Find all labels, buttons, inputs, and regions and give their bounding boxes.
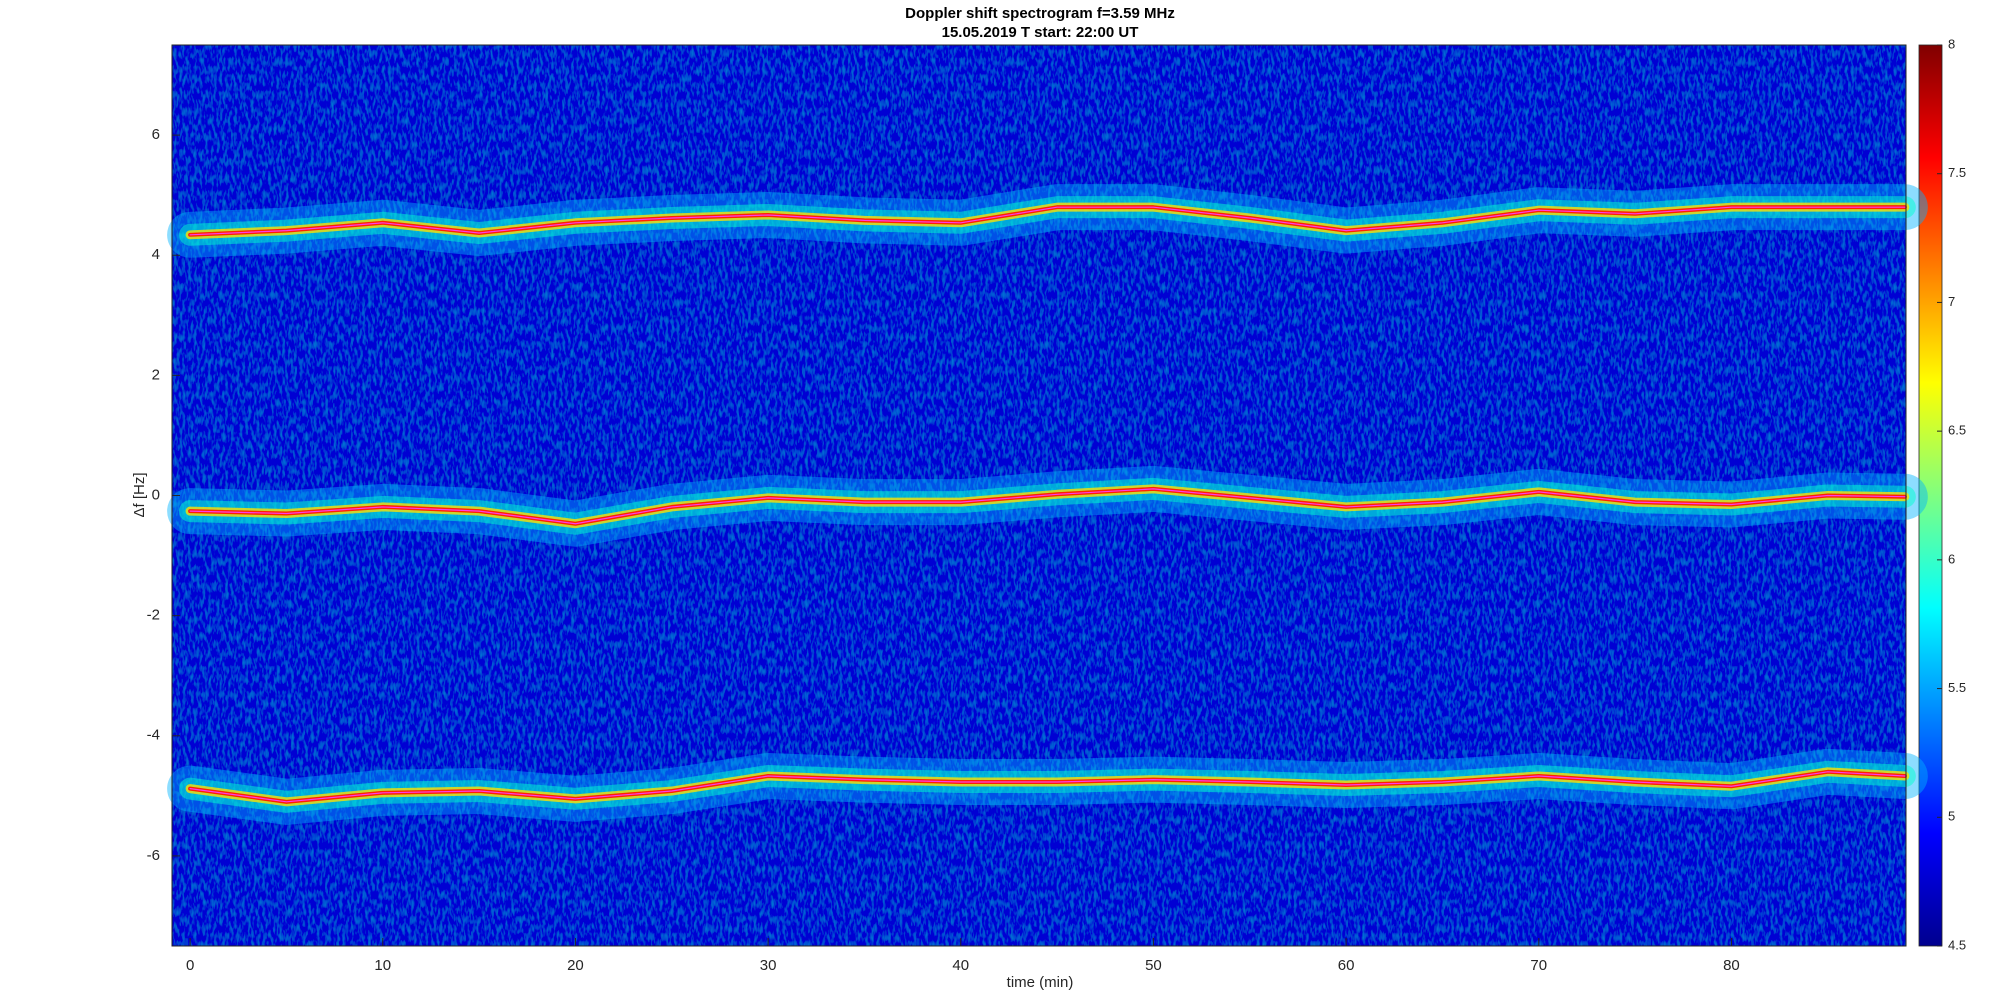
x-tick-label: 50 (1145, 957, 1162, 974)
y-tick-label: 0 (152, 486, 160, 503)
y-axis-label: Δf [Hz] (131, 472, 148, 517)
y-tick-label: 6 (152, 126, 160, 143)
x-axis-label: time (min) (1007, 974, 1074, 991)
colorbar (1918, 44, 1943, 947)
x-tick-label: 60 (1338, 957, 1355, 974)
colorbar-tick-label: 6 (1948, 551, 1955, 566)
colorbar-tick-label: 5.5 (1948, 680, 1966, 695)
x-tick-label: 10 (374, 957, 391, 974)
x-tick-label: 70 (1530, 957, 1547, 974)
y-tick-label: -2 (147, 607, 160, 624)
y-tick-label: -4 (147, 727, 160, 744)
x-tick-label: 40 (952, 957, 969, 974)
x-tick-label: 0 (186, 957, 194, 974)
colorbar-tick-label: 5 (1948, 809, 1955, 824)
trace-overlay (189, 488, 1906, 525)
colorbar-tick-label: 7 (1948, 294, 1955, 309)
x-tick-label: 80 (1723, 957, 1740, 974)
chart-subtitle: 15.05.2019 T start: 22:00 UT (942, 24, 1139, 41)
colorbar-tick-label: 4.5 (1948, 937, 1966, 952)
colorbar-tick-label: 8 (1948, 36, 1955, 51)
trace-overlay (189, 771, 1906, 803)
colorbar-tick-label: 7.5 (1948, 165, 1966, 180)
x-tick-label: 20 (567, 957, 584, 974)
colorbar-tick-label: 6.5 (1948, 423, 1966, 438)
x-tick-label: 30 (760, 957, 777, 974)
trace-overlay (189, 206, 1906, 236)
y-tick-label: 4 (152, 246, 160, 263)
y-tick-label: 2 (152, 366, 160, 383)
y-tick-label: -6 (147, 847, 160, 864)
chart-title: Doppler shift spectrogram f=3.59 MHz (905, 5, 1175, 22)
